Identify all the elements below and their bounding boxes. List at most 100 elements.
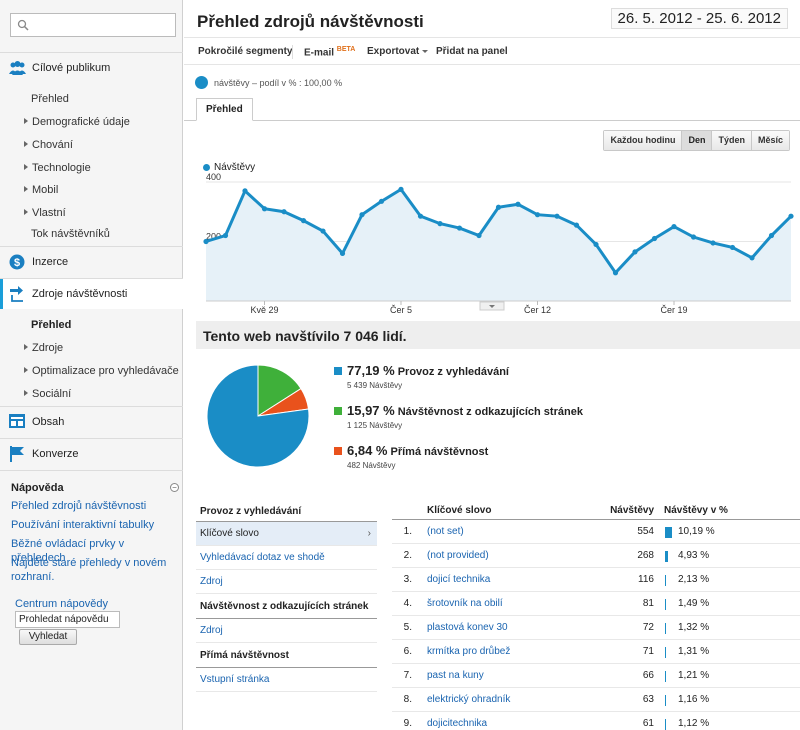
data-point[interactable] xyxy=(515,201,521,207)
nav-traffic-sources[interactable]: Zdroje návštěvnosti xyxy=(0,279,183,309)
advanced-segments-button[interactable]: Pokročilé segmenty xyxy=(198,46,292,57)
help-link-old-reports[interactable]: Najděte staré přehledy v novém rozhraní. xyxy=(11,557,167,583)
period-week-button[interactable]: Týden xyxy=(711,131,751,150)
traffic-seo-item[interactable]: Optimalizace pro vyhledávače xyxy=(24,365,179,377)
audience-custom-item[interactable]: Vlastní xyxy=(24,207,66,219)
data-point[interactable] xyxy=(671,223,677,230)
email-button[interactable]: E-mail BETA xyxy=(304,46,355,58)
data-point[interactable] xyxy=(378,198,385,204)
traffic-sources-item[interactable]: Zdroje xyxy=(24,342,63,354)
data-point[interactable] xyxy=(593,241,599,248)
data-point[interactable] xyxy=(242,188,248,194)
data-point[interactable] xyxy=(554,213,560,219)
expand-triangle-icon xyxy=(24,390,28,396)
data-point[interactable] xyxy=(612,270,619,276)
data-point[interactable] xyxy=(339,250,346,256)
help-link-common-controls[interactable]: Běžné ovládací prvky v přehledech xyxy=(11,538,125,564)
col-keyword[interactable]: Klíčové slovo xyxy=(427,505,492,516)
data-point[interactable] xyxy=(456,225,463,231)
data-point[interactable] xyxy=(749,255,755,261)
data-point[interactable] xyxy=(320,228,326,234)
traffic-social-item[interactable]: Sociální xyxy=(24,388,71,400)
nav-audience[interactable]: Cílové publikum xyxy=(0,53,183,83)
col-visits[interactable]: Návštěvy xyxy=(610,505,654,516)
pct: 15,97 % xyxy=(347,403,395,418)
period-month-button[interactable]: Měsíc xyxy=(750,131,789,150)
keyword-link[interactable]: dojicí technika xyxy=(427,574,491,585)
pie-slice[interactable] xyxy=(257,364,302,417)
keyword-link[interactable]: krmítka pro drůbež xyxy=(427,646,511,657)
data-point[interactable] xyxy=(788,213,794,219)
sidebar-search-input[interactable] xyxy=(10,13,176,37)
expand-triangle-icon xyxy=(24,118,28,124)
dimension-keyword[interactable]: Klíčové slovo xyxy=(196,522,377,546)
dimension-search-source[interactable]: Zdroj xyxy=(196,570,377,594)
dimension-landing-page[interactable]: Vstupní stránka xyxy=(196,668,377,692)
color-swatch xyxy=(334,407,342,415)
data-point[interactable] xyxy=(690,234,697,240)
data-point[interactable] xyxy=(281,209,287,215)
audience-demographics-item[interactable]: Demografické údaje xyxy=(24,116,130,128)
audience-technology-item[interactable]: Technologie xyxy=(24,162,91,174)
keyword-link[interactable]: (not set) xyxy=(427,526,464,537)
data-point[interactable] xyxy=(651,235,658,242)
series-area xyxy=(206,189,791,301)
help-center-link[interactable]: Centrum nápovědy xyxy=(15,598,108,610)
audience-visitors-flow-item[interactable]: Tok návštěvníků xyxy=(31,228,110,240)
data-point[interactable] xyxy=(300,218,307,224)
nav-conversions[interactable]: Konverze xyxy=(0,439,183,469)
legend-dot xyxy=(203,164,210,171)
add-to-dashboard-button[interactable]: Přidat na panel xyxy=(436,46,508,57)
data-point[interactable] xyxy=(359,212,365,218)
row-index: 3. xyxy=(403,574,412,585)
help-link-overview[interactable]: Přehled zdrojů návštěvnosti xyxy=(11,500,147,512)
data-point[interactable] xyxy=(261,206,268,212)
col-visits-pct[interactable]: Návštěvy v % xyxy=(664,505,728,516)
audience-mobile-item[interactable]: Mobil xyxy=(24,184,58,196)
data-point[interactable] xyxy=(495,204,502,210)
date-range-picker[interactable]: 26. 5. 2012 - 25. 6. 2012 xyxy=(610,8,788,29)
collapse-icon[interactable]: − xyxy=(170,483,179,492)
data-point[interactable] xyxy=(573,222,580,228)
keyword-link[interactable]: dojicitechnika xyxy=(427,718,488,729)
data-point[interactable] xyxy=(632,249,638,255)
pct-value: 1,49 % xyxy=(678,598,710,609)
row-index: 8. xyxy=(403,694,412,705)
dimension-matched-query[interactable]: Vyhledávací dotaz ve shodě xyxy=(196,546,377,570)
data-point[interactable] xyxy=(710,240,716,246)
traffic-overview-item[interactable]: Přehled xyxy=(31,319,71,331)
keyword-link[interactable]: elektrický ohradník xyxy=(427,694,511,705)
help-search-input[interactable] xyxy=(15,611,120,628)
data-point[interactable] xyxy=(222,232,229,239)
pct-value: 1,21 % xyxy=(678,670,710,681)
keyword-link[interactable]: (not provided) xyxy=(427,550,489,561)
pie-slice[interactable] xyxy=(206,364,310,468)
nav-content[interactable]: Obsah xyxy=(0,407,183,437)
audience-overview-item[interactable]: Přehled xyxy=(31,93,69,105)
tab-overview[interactable]: Přehled xyxy=(196,98,253,121)
help-link-interactive-table[interactable]: Používání interaktivní tabulky xyxy=(11,519,155,531)
keyword-link[interactable]: plastová konev 30 xyxy=(427,622,508,633)
data-point[interactable] xyxy=(768,232,775,239)
data-point[interactable] xyxy=(437,221,443,227)
data-point[interactable] xyxy=(203,238,209,245)
keyword-link[interactable]: past na kuny xyxy=(427,670,484,681)
dimension-referral-source[interactable]: Zdroj xyxy=(196,619,377,643)
help-search-button[interactable]: Vyhledat xyxy=(19,629,77,645)
period-hourly-button[interactable]: Každou hodinu xyxy=(604,131,682,150)
export-button[interactable]: Exportovat xyxy=(367,46,429,57)
page-title: Přehled zdrojů návštěvnosti xyxy=(197,12,424,31)
keyword-link[interactable]: šrotovník na obilí xyxy=(427,598,503,609)
data-point[interactable] xyxy=(476,232,482,239)
nav-advertising[interactable]: $ Inzerce xyxy=(0,247,183,277)
data-point[interactable] xyxy=(534,212,541,218)
referral-traffic-head: Návštěvnost z odkazujících stránek xyxy=(196,594,377,619)
audience-behavior-item[interactable]: Chování xyxy=(24,139,73,151)
period-day-button[interactable]: Den xyxy=(681,131,712,150)
color-swatch xyxy=(334,367,342,375)
sub: 5 439 Návštěvy xyxy=(347,381,403,390)
data-point[interactable] xyxy=(729,244,736,251)
pct-bar-cell xyxy=(662,592,676,615)
data-point[interactable] xyxy=(417,213,424,219)
data-point[interactable] xyxy=(398,186,404,192)
